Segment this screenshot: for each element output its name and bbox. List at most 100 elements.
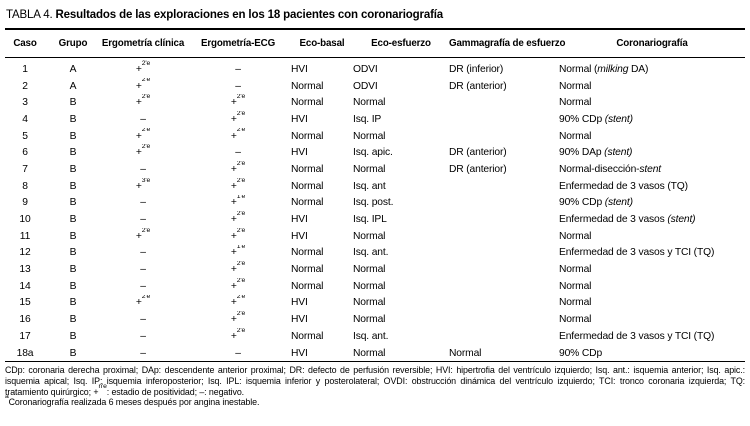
cell <box>449 195 559 212</box>
cell: 8 <box>22 180 28 192</box>
cell: – <box>140 163 146 175</box>
cell: – <box>140 330 146 342</box>
cell: Normal <box>559 314 592 326</box>
table-row: 11 B +2'e +2'e HVI Normal Normal <box>5 228 745 245</box>
cell: +2'e <box>230 311 246 326</box>
cell: HVI <box>291 347 308 359</box>
cell: 90% CDp (stent) <box>559 113 633 125</box>
cell: – <box>235 347 241 359</box>
cell: HVI <box>291 230 308 242</box>
column-header-ergometr-a-ecg: Ergometría-ECG <box>185 30 291 58</box>
cell: HVI <box>291 314 308 326</box>
cell: DR (anterior) <box>449 147 507 159</box>
cell: 5 <box>22 130 28 142</box>
cell: Isq. IP <box>353 113 382 125</box>
cell: 18a <box>16 347 34 359</box>
cell: Normal <box>291 330 324 342</box>
cell: +2'e <box>135 94 151 109</box>
cell: +2'e <box>135 127 151 142</box>
cell: Normal <box>559 80 592 92</box>
cell: +2'e <box>230 328 246 342</box>
cell: B <box>69 97 77 109</box>
cell: Isq. apic. <box>353 147 393 159</box>
cell: +2'e <box>230 261 246 276</box>
cell: – <box>140 113 146 125</box>
cell: Isq. ant. <box>353 330 389 342</box>
cell: Isq. ant <box>353 180 386 192</box>
cell: – <box>140 247 146 259</box>
table-row: 13 B – +2'e Normal Normal Normal <box>5 261 745 278</box>
cell: +2'e <box>135 77 151 92</box>
cell: +1'e <box>230 194 246 209</box>
cell: 6 <box>22 147 28 159</box>
table-header-row: Caso Grupo Ergometría clínica Ergometría-EC… <box>5 30 745 58</box>
cell: B <box>69 130 77 142</box>
cell: A <box>69 80 77 92</box>
cell: +2'e <box>230 127 246 142</box>
cell: +2'e <box>230 277 246 292</box>
cell: – <box>140 347 146 359</box>
cell: 1 <box>22 63 28 75</box>
table-row: 4 B – +2'e HVI Isq. IP 90% CDp (stent) <box>5 111 745 128</box>
column-header-gammagraf-a-de-esfuerzo: Gammagrafía de esfuerzo <box>449 30 565 58</box>
cell: – <box>140 264 146 276</box>
cell: HVI <box>291 113 308 125</box>
cell: A <box>69 63 77 75</box>
cell <box>449 295 559 312</box>
table-row: 1 A +2'e – HVI ODVI DR (inferior) Normal (milki… <box>5 58 745 78</box>
table-row: 10 B – +2'e HVI Isq. IPL Enfermedad de 3 vasos… <box>5 211 745 228</box>
cell: Normal <box>559 264 592 276</box>
table-row: 6 B +2'e – HVI Isq. apic. DR (anterior) 90% DAp… <box>5 144 745 161</box>
cell: Normal <box>291 130 324 142</box>
cell: – <box>140 197 146 209</box>
cell: Normal <box>291 280 324 292</box>
table-row: 16 B – +2'e HVI Normal Normal <box>5 311 745 328</box>
table-row: 3 B +2'e +2'e Normal Normal Normal <box>5 94 745 111</box>
cell: Normal <box>559 280 592 292</box>
cell: HVI <box>291 63 308 75</box>
cell: 17 <box>19 330 31 342</box>
table-row: 17 B – +2'e Normal Isq. ant. Enfermedad de 3 v… <box>5 328 745 345</box>
cell: Normal <box>291 80 324 92</box>
cell: +2'e <box>135 294 151 309</box>
cell: Normal <box>353 97 386 109</box>
cell: Normal <box>449 347 482 359</box>
cell: 3 <box>22 97 28 109</box>
cell: +2'e <box>135 144 151 159</box>
table-row: 2 A +2'e – Normal ODVI DR (anterior) Normal <box>5 78 745 95</box>
cell: 16 <box>19 314 31 326</box>
cell <box>449 311 559 328</box>
cell: +2'e <box>230 94 246 109</box>
cell: B <box>69 197 77 209</box>
cell: Normal-disección-stent <box>559 163 661 175</box>
table-row: 8 B +3'e +2'e Normal Isq. ant Enfermedad de 3 … <box>5 178 745 195</box>
cell: B <box>69 280 77 292</box>
cell: B <box>69 214 77 226</box>
cell: Normal <box>353 297 386 309</box>
bottom-rule <box>5 361 745 363</box>
cell: Normal <box>291 264 324 276</box>
table-row: 7 B – +2'e Normal Normal DR (anterior) Normal-d… <box>5 161 745 178</box>
cell: HVI <box>291 147 308 159</box>
cell <box>449 178 559 195</box>
case-18-footnote: aCoronariografía realizada 6 meses despu… <box>5 393 260 408</box>
cell: B <box>69 147 77 159</box>
cell: 90% CDp <box>559 347 603 359</box>
cell: Normal <box>353 264 386 276</box>
cell: 4 <box>22 113 28 125</box>
cell: Normal <box>353 130 386 142</box>
cell: +2'e <box>230 294 246 309</box>
cell: 2 <box>22 80 28 92</box>
cell: +2'e <box>230 227 246 242</box>
cell: Normal <box>291 197 324 209</box>
footnotes-block: CDp: coronaria derecha proximal; DAp: de… <box>5 365 745 407</box>
cell: 7 <box>22 163 28 175</box>
cell: 15 <box>19 297 31 309</box>
cell: Normal <box>353 347 386 359</box>
cell: 13 <box>19 264 31 276</box>
cell <box>449 278 559 295</box>
cell: – <box>235 80 241 92</box>
cell: Normal <box>353 314 386 326</box>
column-header-grupo: Grupo <box>45 30 101 58</box>
cell <box>449 111 559 128</box>
